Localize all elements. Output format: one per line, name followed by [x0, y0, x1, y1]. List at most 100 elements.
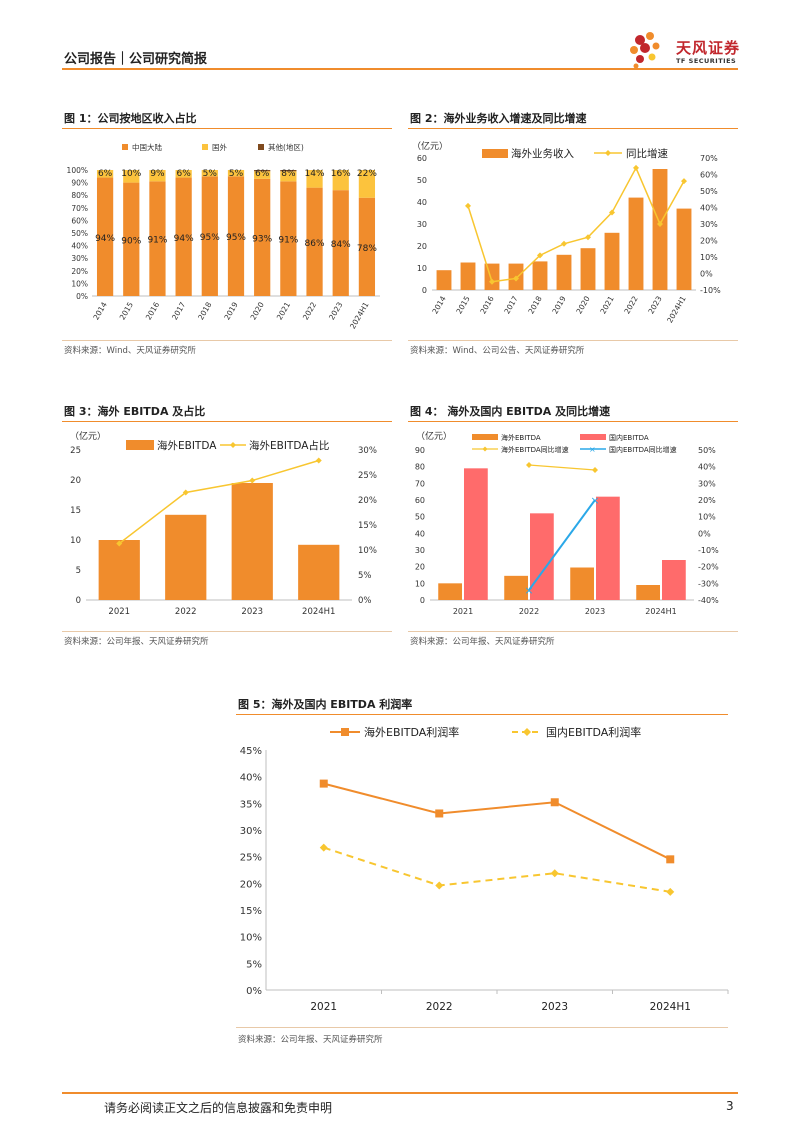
legend-swatch-1 [202, 144, 208, 150]
y-tick-label: 20% [240, 879, 262, 890]
data-label-overseas: 6% [176, 169, 191, 179]
x-tick-label: 2022 [426, 1001, 453, 1013]
y-tick-label: 100% [67, 166, 88, 175]
x-tick-label: 2022 [519, 607, 539, 616]
bar-overseas-2016 [149, 170, 166, 182]
y2-tick-label: -10% [700, 286, 721, 295]
legend-marker-overseas-margin [341, 728, 349, 736]
figure-1-source: 资料来源：Wind、天风证券研究所 [64, 346, 196, 356]
figure-1-rule [62, 128, 392, 129]
x-tick-label: 2023 [327, 300, 344, 321]
figure-5-title: 图 5：海外及国内 EBITDA 利润率 [238, 698, 413, 711]
chart-4-overseas-domestic-ebitda: （亿元） 海外EBITDA 国内EBITDA 海外EBITDA同比增速 × 国内EBITD… [415, 430, 719, 616]
line-growth [467, 166, 685, 283]
y2-tick-label: 15% [358, 521, 377, 531]
point-domestic-growth-2023: × [590, 494, 599, 507]
legend-swatch-2 [258, 144, 264, 150]
point-domestic-margin-2022 [435, 881, 444, 890]
data-label-overseas: 6% [255, 169, 270, 179]
figure-2-rule [408, 128, 738, 129]
point-growth-2018 [537, 252, 543, 259]
data-label-mainland: 95% [200, 233, 220, 243]
bar-revenue-2014 [436, 270, 452, 290]
point-growth-2017 [513, 275, 519, 282]
x-tick-label: 2016 [144, 300, 161, 321]
figure-3-source: 资料来源：公司年报、天风证券研究所 [64, 637, 209, 647]
y2-tick-label: 0% [358, 596, 372, 606]
y2-tick-label: 20% [700, 237, 718, 246]
y-tick-label: 80% [71, 191, 88, 200]
bar-domestic-2023 [596, 496, 620, 600]
y-tick-label: 60% [71, 216, 88, 225]
logo-english-text: TF SECURITIES [676, 57, 737, 65]
point-growth-2021 [609, 209, 615, 216]
point-share-2021 [116, 540, 123, 547]
y2-tick-label: 10% [698, 513, 716, 522]
legend-label-share: 海外EBITDA占比 [249, 439, 329, 452]
figure-5-rule [236, 714, 728, 715]
point-domestic-growth-2022: × [524, 584, 533, 597]
x-tick-label: 2018 [196, 300, 213, 321]
legend-label-domestic-growth: 国内EBITDA同比增速 [609, 445, 677, 454]
point-overseas-margin-2024H1 [666, 855, 675, 864]
y2-tick-label: -40% [698, 596, 719, 605]
point-domestic-margin-2024H1 [666, 887, 675, 896]
header-rule [62, 68, 738, 70]
x-tick-label: 2023 [646, 294, 663, 315]
bar-overseas-2014 [96, 170, 114, 178]
y-tick-label: 25% [240, 853, 262, 864]
x-tick-label: 2017 [170, 300, 187, 321]
data-label-overseas: 9% [150, 169, 165, 179]
point-growth-2023 [657, 221, 663, 227]
bar-revenue-2018 [532, 261, 548, 290]
bar-overseas-2023 [332, 170, 349, 191]
bar-mainland-2015 [123, 182, 140, 296]
y2-tick-label: 0% [698, 529, 711, 538]
y-tick-label: 90% [71, 179, 88, 188]
bar-mainland-2019 [227, 176, 245, 296]
bar-ebitda-2022 [165, 514, 207, 600]
x-tick-label: 2017 [502, 294, 519, 315]
data-label-mainland: 84% [331, 240, 351, 250]
point-share-2023 [249, 477, 256, 484]
legend-marker-overseas-growth [482, 446, 488, 452]
y2-tick-label: 70% [700, 154, 718, 163]
data-label-mainland: 91% [147, 236, 167, 246]
data-label-mainland: 94% [174, 234, 194, 244]
y-tick-label: 15% [240, 906, 262, 917]
bar-other-2021 [280, 170, 297, 172]
y-tick-label: 20 [417, 242, 427, 251]
figure-2-source: 资料来源：Wind、公司公告、天风证券研究所 [410, 346, 585, 356]
x-tick-label: 2021 [310, 1001, 337, 1013]
data-label-overseas: 6% [98, 169, 113, 179]
bar-overseas-2022 [306, 170, 323, 188]
legend-label-1: 国外 [212, 142, 227, 152]
y-tick-label: 40% [240, 773, 262, 784]
y-tick-label: 5 [76, 566, 81, 576]
y2-tick-label: 60% [700, 171, 718, 180]
y-tick-label: 30 [417, 220, 427, 229]
y-tick-label: 80 [415, 463, 425, 472]
figure-2-title: 图 2：海外业务收入增速及同比增速 [410, 112, 587, 125]
bar-domestic-2022 [530, 513, 554, 600]
footer-rule [62, 1092, 738, 1094]
y2-tick-label: 20% [358, 496, 377, 506]
legend-label-overseas-margin: 海外EBITDA利润率 [364, 725, 459, 739]
x-tick-label: 2022 [175, 607, 197, 617]
line-overseas-margin [323, 782, 671, 861]
point-overseas-growth-2022 [526, 462, 532, 468]
x-tick-label: 2020 [249, 300, 266, 321]
data-label-overseas: 14% [305, 169, 325, 179]
y-tick-label: 0% [76, 292, 88, 301]
figure-1-title: 图 1：公司按地区收入占比 [64, 112, 197, 125]
bar-mainland-2014 [96, 177, 114, 296]
legend-marker-share [230, 442, 236, 448]
y-tick-label: 35% [240, 799, 262, 810]
data-label-overseas: 22% [357, 169, 377, 179]
y-tick-label: 70% [71, 204, 88, 213]
chart-1-region-share: 中国大陆 国外 其他(地区) 0% 10% 20% 30% 40% 50% 60% 70% 80% 90… [67, 142, 380, 331]
x-tick-label: 2022 [622, 294, 639, 315]
chart-2-overseas-revenue: （亿元） 海外业务收入 同比增速 0 10 20 30 40 50 60 -10% 0% 10% 20% 3… [412, 140, 721, 325]
x-tick-label: 2024H1 [665, 294, 688, 324]
x-tick-label: 2023 [241, 607, 263, 617]
